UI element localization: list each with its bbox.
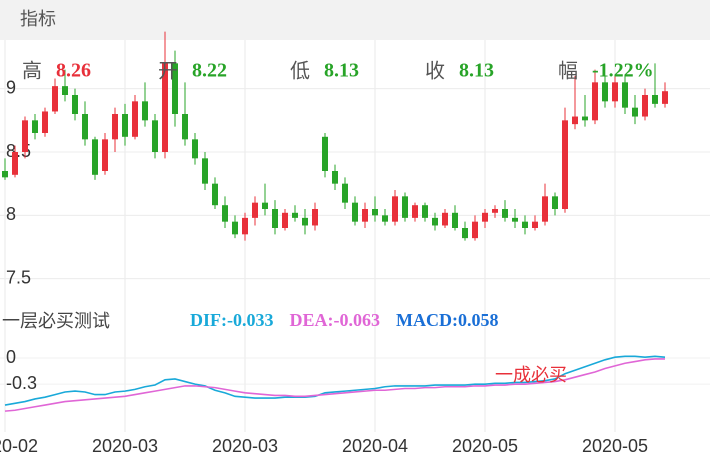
candle-body	[192, 139, 198, 159]
candle-body	[602, 82, 608, 102]
candle-body	[302, 217, 308, 226]
candle-body	[432, 217, 438, 226]
stat-label: 开	[158, 60, 178, 82]
candle-body	[482, 212, 488, 222]
candle-body	[412, 205, 418, 218]
candle-body	[492, 209, 498, 213]
candle-body	[662, 91, 668, 104]
x-tick-label: 2020-03	[212, 436, 278, 456]
candle-body	[582, 116, 588, 121]
candle-body	[372, 209, 378, 216]
candle-body	[142, 101, 148, 121]
x-tick-label: 2020-03	[92, 436, 158, 456]
candle-body	[62, 86, 68, 95]
candle-body	[542, 196, 548, 222]
candle-body	[572, 116, 578, 125]
x-tick-label: 2020-04	[342, 436, 408, 456]
y-tick-label: 9	[6, 77, 16, 97]
macd-label: MACD:0.058	[396, 310, 498, 330]
candle-body	[552, 196, 558, 209]
candle-body	[272, 209, 278, 228]
y-tick-label: 0	[6, 347, 16, 367]
candle-body	[252, 202, 258, 218]
candle-body	[52, 86, 58, 112]
x-tick-label: 2020-05	[452, 436, 518, 456]
candle-body	[522, 221, 528, 228]
candle-body	[612, 82, 618, 102]
candle-body	[332, 171, 338, 184]
candle-body	[392, 196, 398, 222]
candle-body	[262, 202, 268, 209]
candle-body	[172, 63, 178, 114]
candle-body	[162, 63, 168, 153]
candle-body	[352, 202, 358, 222]
candle-body	[212, 183, 218, 206]
indicator-line	[4, 358, 665, 412]
stat-value: 8.22	[192, 60, 227, 82]
candle-body	[442, 212, 448, 226]
stat-value: 8.13	[324, 60, 359, 82]
candle-body	[32, 120, 38, 133]
candle-body	[152, 120, 158, 152]
candle-body	[202, 158, 208, 184]
candle-body	[632, 107, 638, 117]
candle-body	[132, 101, 138, 137]
candle-body	[2, 171, 8, 178]
candle-body	[642, 95, 648, 117]
top-bar	[0, 0, 710, 40]
candle-body	[292, 212, 298, 218]
candle-body	[422, 205, 428, 218]
candle-body	[232, 221, 238, 235]
candle-body	[312, 209, 318, 226]
candle-body	[652, 95, 658, 104]
candle-body	[382, 215, 388, 222]
candle-body	[82, 114, 88, 140]
candle-body	[282, 212, 288, 228]
legend-entry: DIF:-0.033	[190, 310, 274, 330]
candle-body	[222, 205, 228, 222]
annotation: 一成必买	[495, 365, 567, 385]
candle-body	[92, 139, 98, 175]
candle-body	[72, 95, 78, 114]
candle-body	[512, 217, 518, 222]
candle-body	[42, 111, 48, 133]
candle-body	[362, 209, 368, 222]
candle-body	[452, 212, 458, 228]
candle-body	[242, 217, 248, 235]
candle-body	[502, 209, 508, 218]
y-tick-label: 8	[6, 204, 16, 224]
candle-body	[462, 228, 468, 239]
stat-label: 幅	[558, 59, 578, 82]
candle-body	[592, 82, 598, 121]
stat-value: 8.26	[56, 60, 91, 82]
candle-body	[22, 120, 28, 152]
stat-label: 高	[22, 59, 42, 82]
candle-body	[472, 221, 478, 239]
candle-body	[112, 114, 118, 140]
candle-body	[322, 136, 328, 171]
candle-body	[122, 114, 128, 137]
candle-body	[532, 221, 538, 228]
candle-body	[402, 196, 408, 218]
candle-body	[342, 183, 348, 203]
stat-value: -1.22%	[592, 60, 654, 82]
y-tick-label: 7.5	[6, 267, 31, 287]
candle-body	[622, 82, 628, 108]
x-tick-label: 2020-02	[0, 436, 38, 456]
indicator-line	[4, 355, 666, 406]
indicator-title: 一层必买测试	[2, 311, 110, 331]
candle-body	[102, 139, 108, 171]
page-title: 指标	[20, 9, 56, 29]
x-tick-label: 2020-05	[582, 436, 648, 456]
legend-entry: DEA:-0.063	[290, 310, 381, 330]
candle-body	[562, 120, 568, 209]
y-tick-label: -0.3	[6, 373, 37, 393]
stat-value: 8.13	[459, 60, 494, 82]
candle-body	[182, 114, 188, 140]
stat-label: 收	[425, 59, 445, 82]
candle-body	[12, 152, 18, 175]
stat-label: 低	[290, 59, 310, 82]
